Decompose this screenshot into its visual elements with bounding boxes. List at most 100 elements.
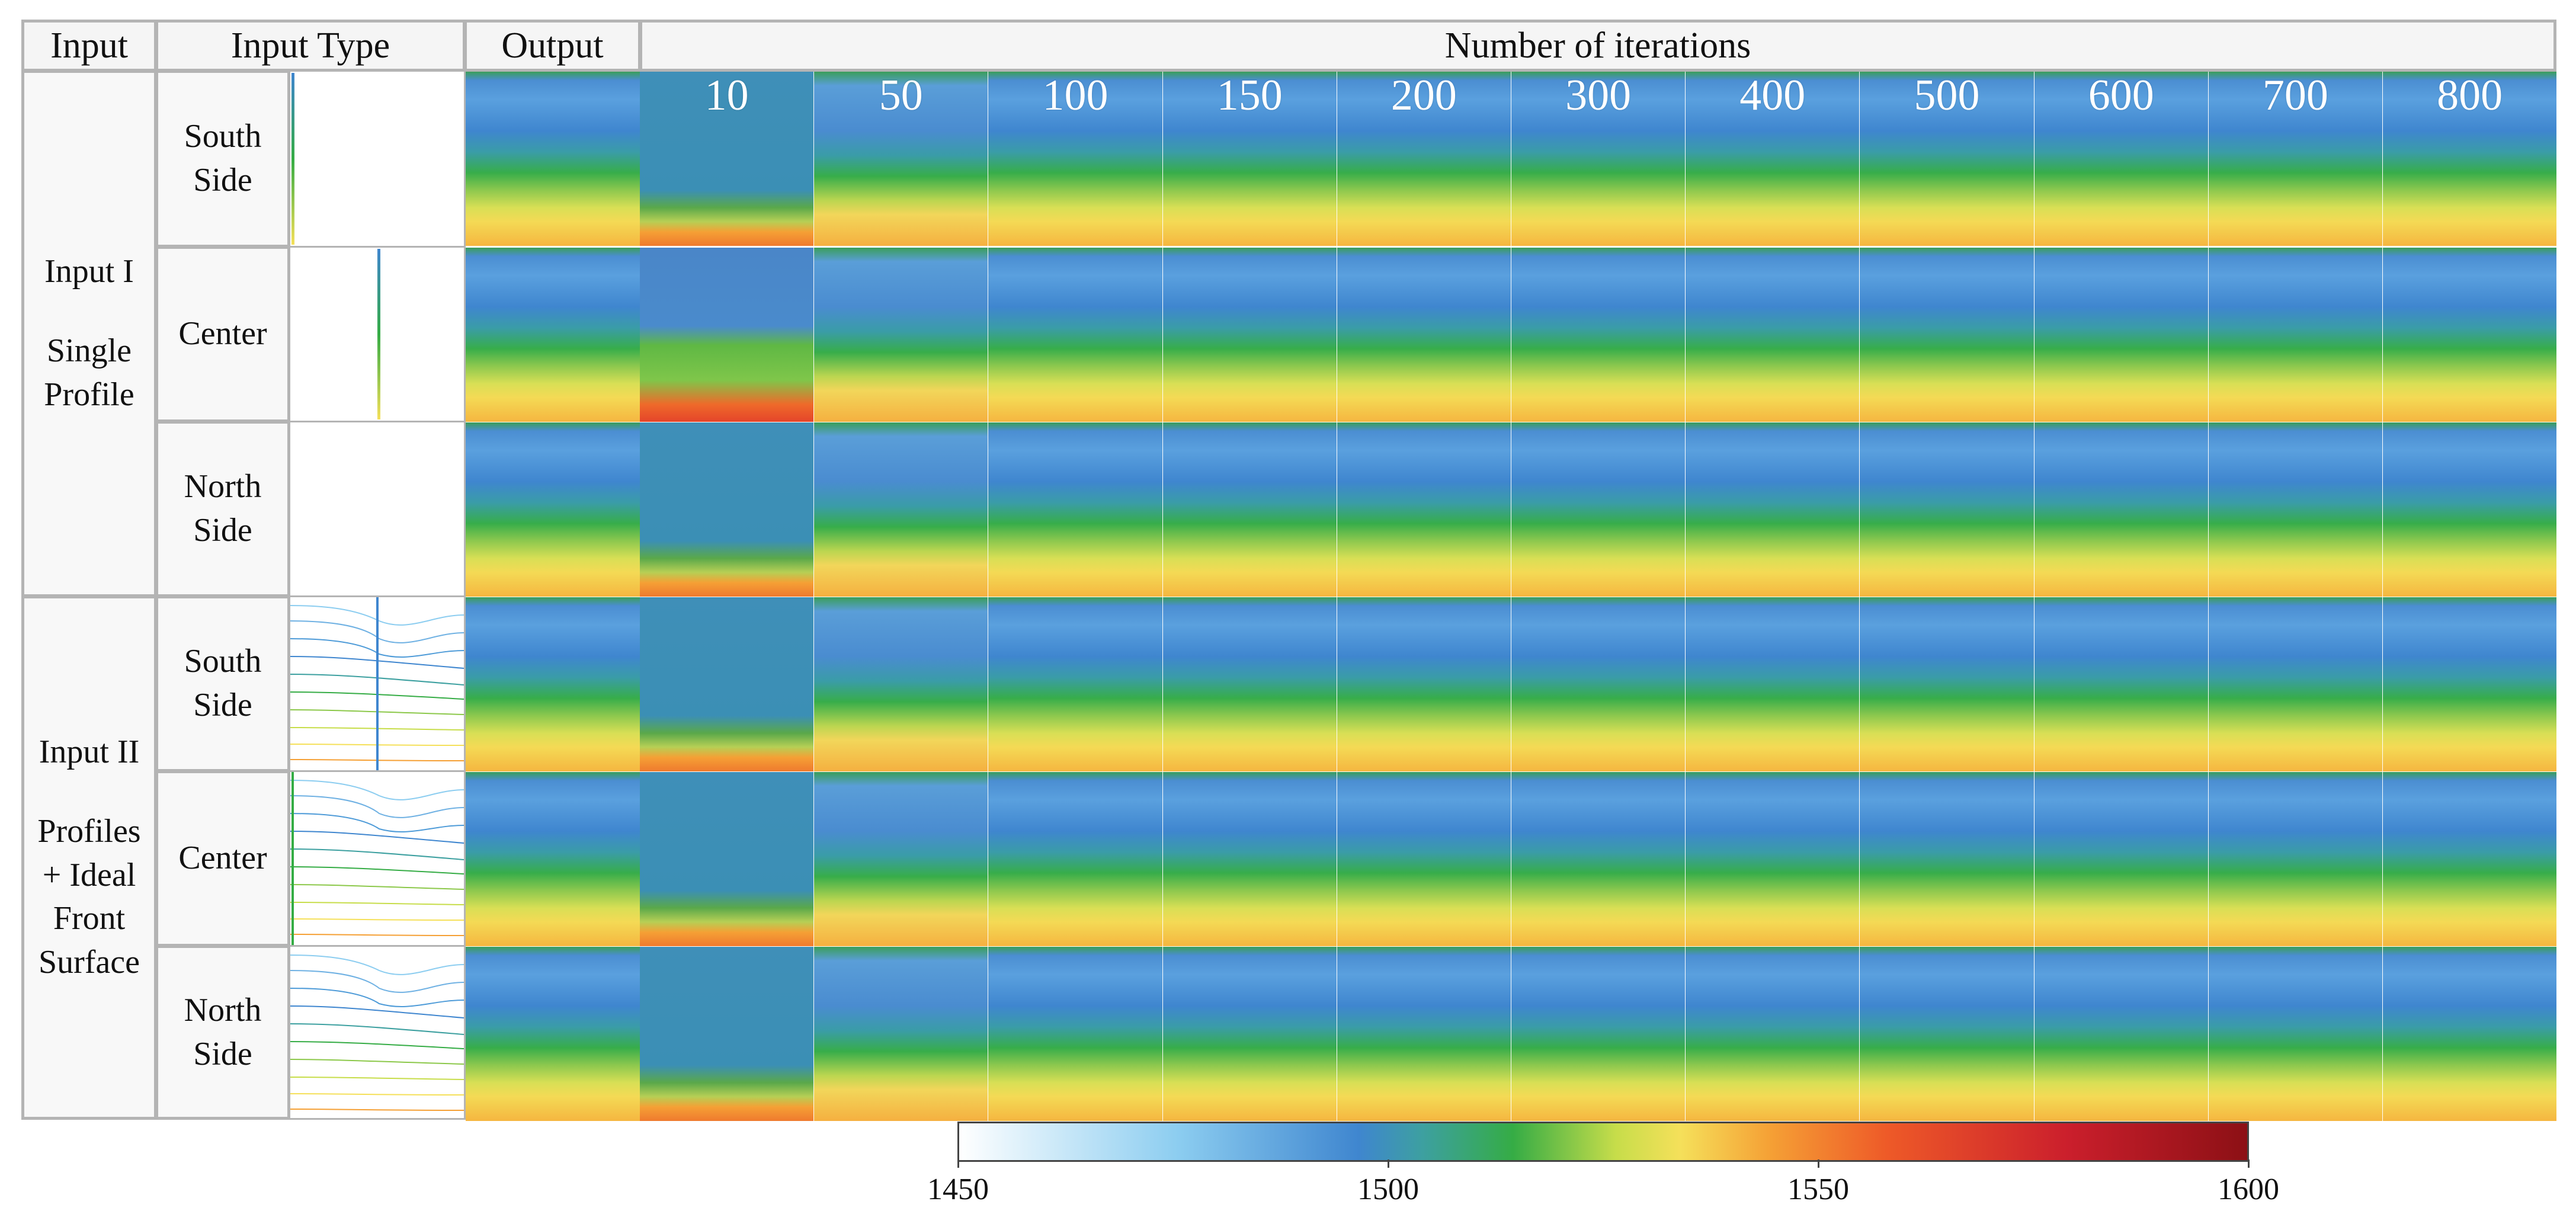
iteration-heatmap-tile <box>2383 772 2557 946</box>
output-heatmap-tile <box>466 947 640 1121</box>
type-line: North <box>184 468 262 505</box>
output-heatmap-tile <box>466 597 640 771</box>
type-cell-row-1: South Side <box>155 70 290 248</box>
iteration-heatmap-tile: 50 <box>814 72 988 246</box>
iteration-heatmap-tile <box>640 772 814 946</box>
iteration-heatmap-tile <box>814 248 988 422</box>
header-output: Output <box>464 20 641 72</box>
iteration-heatmap-tile <box>814 597 988 771</box>
iteration-heatmap-tile <box>1162 248 1337 422</box>
iteration-heatmap-tile <box>1511 772 1686 946</box>
type-line: Side <box>193 687 252 723</box>
iteration-heatmap-tile <box>2034 422 2208 597</box>
group-subtitle-line: Surface <box>38 944 140 981</box>
iteration-heatmap-tile: 700 <box>2208 72 2382 246</box>
iteration-heatmap-tile <box>1337 772 1511 946</box>
type-cell-row-4: South Side <box>155 595 290 772</box>
iteration-heatmap-tile <box>2208 248 2382 422</box>
output-heatmap-tile <box>466 72 640 246</box>
type-cell-row-6: North Side <box>155 945 290 1120</box>
iteration-label: 50 <box>879 72 923 120</box>
iteration-label: 400 <box>1739 72 1806 120</box>
iteration-heatmap-tile: 10 <box>640 72 814 246</box>
iteration-heatmap-tile <box>814 422 988 597</box>
header-input-type: Input Type <box>155 20 466 72</box>
output-heatmap-tile <box>466 772 640 946</box>
group-title: Input I <box>44 253 134 290</box>
colorbar-tick-label: 1600 <box>2218 1173 2279 1206</box>
profile-line <box>291 73 294 245</box>
input-thumbnail-row-5 <box>289 770 466 947</box>
iteration-label: 700 <box>2262 72 2328 120</box>
colorbar <box>957 1122 2249 1162</box>
colorbar-tick <box>957 1159 959 1168</box>
group-subtitle-line: + Ideal <box>42 856 136 893</box>
header-input-label: Input <box>50 25 128 66</box>
iteration-heatmap-tile <box>1162 772 1337 946</box>
iteration-heatmap-tile <box>988 772 1162 946</box>
profile-line <box>377 249 380 419</box>
type-line: Side <box>193 162 252 198</box>
group-subtitle-line: Front <box>53 900 126 937</box>
iteration-heatmap-tile <box>988 248 1162 422</box>
iteration-heatmap-tile <box>1511 947 1686 1121</box>
iteration-heatmap-tile: 200 <box>1337 72 1511 246</box>
iteration-heatmap-tile <box>1860 248 2034 422</box>
type-line: Side <box>193 512 252 549</box>
input-thumbnail-row-6 <box>289 945 466 1120</box>
iteration-label: 150 <box>1216 72 1283 120</box>
iteration-heatmap-tile <box>1162 947 1337 1121</box>
colorbar-tick <box>1388 1159 1389 1168</box>
iteration-heatmap-tile: 500 <box>1860 72 2034 246</box>
iteration-heatmap-tile <box>2034 947 2208 1121</box>
iteration-heatmap-tile: 800 <box>2383 72 2557 246</box>
input-thumbnail-row-4 <box>289 595 466 772</box>
iteration-heatmap-tile <box>1337 422 1511 597</box>
iteration-heatmap-tile <box>2383 947 2557 1121</box>
group-subtitle-line: Profiles <box>37 812 141 850</box>
iteration-heatmap-tile <box>2034 248 2208 422</box>
output-heatmap-tile <box>466 422 640 597</box>
type-cell-row-5: Center <box>155 770 290 947</box>
iteration-heatmap-tile <box>1511 597 1686 771</box>
iteration-heatmap-tile <box>1337 597 1511 771</box>
iteration-heatmap-tile <box>1686 947 1860 1121</box>
iteration-label: 600 <box>2088 72 2154 120</box>
iteration-heatmap-tile <box>2208 947 2382 1121</box>
iteration-heatmap-tile <box>1686 597 1860 771</box>
iteration-heatmap-tile <box>2208 597 2382 771</box>
type-cell-row-2: Center <box>155 246 290 422</box>
iteration-label: 300 <box>1565 72 1632 120</box>
colorbar-tick <box>1818 1159 1819 1168</box>
type-line: Center <box>178 315 267 353</box>
iteration-heatmap-tile <box>1511 248 1686 422</box>
contour-lines-icon <box>290 597 464 770</box>
colorbar-tick-label: 1550 <box>1787 1173 1849 1206</box>
iteration-heatmap-tile <box>1337 248 1511 422</box>
iteration-heatmap-tile <box>1860 947 2034 1121</box>
group-subtitle-line: Profile <box>44 376 134 413</box>
iteration-heatmap-tile <box>1162 597 1337 771</box>
header-iterations: Number of iterations <box>639 20 2556 72</box>
iteration-heatmap-tile: 150 <box>1162 72 1337 246</box>
header-input-type-label: Input Type <box>230 25 390 66</box>
contour-lines-icon <box>290 772 464 945</box>
iteration-heatmap-tile <box>2383 248 2557 422</box>
header-iterations-label: Number of iterations <box>1444 25 1751 66</box>
iteration-heatmap-tile <box>1686 248 1860 422</box>
iteration-heatmap-tile: 400 <box>1686 72 1860 246</box>
output-heatmap-tile <box>466 248 640 422</box>
contour-lines-icon <box>290 954 464 1111</box>
iteration-heatmap-tile <box>2208 422 2382 597</box>
iteration-heatmap-tile <box>988 597 1162 771</box>
iteration-label: 200 <box>1390 72 1457 120</box>
type-line: Side <box>193 1035 252 1072</box>
iteration-heatmap-tile: 300 <box>1511 72 1686 246</box>
group-subtitle-line: Single <box>46 332 132 370</box>
header-input: Input <box>21 20 157 72</box>
iteration-heatmap-tile <box>1511 422 1686 597</box>
iteration-heatmap-tile <box>988 947 1162 1121</box>
iteration-heatmap-tile: 600 <box>2034 72 2208 246</box>
iteration-heatmap-tile <box>640 597 814 771</box>
iteration-heatmap-tile <box>814 947 988 1121</box>
